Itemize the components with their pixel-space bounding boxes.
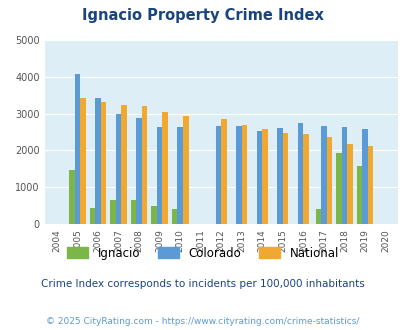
Bar [297,123,303,224]
Bar [177,127,183,224]
Legend: Ignacio, Colorado, National: Ignacio, Colorado, National [67,247,338,260]
Bar [162,113,168,224]
Bar [171,209,177,224]
Bar [326,137,331,224]
Bar [69,170,75,224]
Bar [121,105,127,224]
Bar [282,133,288,224]
Bar [215,126,221,224]
Bar [320,126,326,224]
Bar [367,146,373,224]
Bar [90,208,95,224]
Bar [221,119,226,224]
Bar [346,144,352,224]
Bar [95,98,100,224]
Bar [262,129,267,224]
Bar [241,125,247,224]
Text: Crime Index corresponds to incidents per 100,000 inhabitants: Crime Index corresponds to incidents per… [41,279,364,289]
Bar [151,206,156,224]
Bar [361,129,367,224]
Bar [183,116,188,224]
Bar [356,166,361,224]
Bar [315,209,320,224]
Bar [130,200,136,224]
Bar [236,126,241,224]
Bar [100,102,106,224]
Bar [142,106,147,224]
Bar [256,131,262,224]
Bar [335,153,341,224]
Bar [80,98,85,224]
Bar [110,200,115,224]
Bar [156,127,162,224]
Bar [303,134,308,224]
Bar [277,128,282,224]
Bar [341,127,346,224]
Text: Ignacio Property Crime Index: Ignacio Property Crime Index [82,8,323,23]
Bar [115,114,121,224]
Bar [136,118,142,224]
Bar [75,74,80,224]
Text: © 2025 CityRating.com - https://www.cityrating.com/crime-statistics/: © 2025 CityRating.com - https://www.city… [46,317,359,326]
